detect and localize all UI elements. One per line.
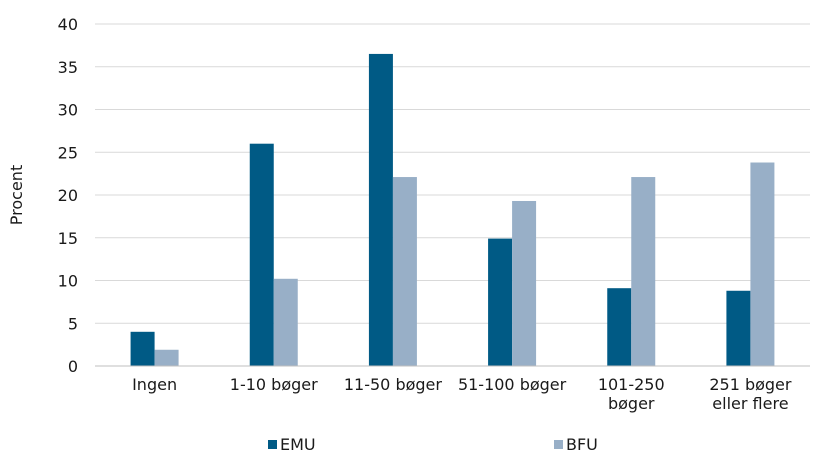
y-tick-label: 25 bbox=[58, 143, 78, 162]
bars bbox=[130, 53, 775, 367]
bar-emu-5 bbox=[726, 290, 751, 366]
legend-swatch-bfu bbox=[554, 440, 563, 449]
gridlines bbox=[95, 23, 810, 324]
x-tick-label: eller flere bbox=[712, 394, 788, 413]
bar-bfu-1 bbox=[273, 278, 298, 366]
bar-emu-4 bbox=[607, 288, 632, 366]
x-tick-label: 51-100 bøger bbox=[458, 375, 567, 394]
legend: EMU BFU bbox=[268, 435, 598, 454]
y-tick-label: 35 bbox=[58, 58, 78, 77]
y-tick-label: 5 bbox=[68, 314, 78, 333]
x-tick-label: 11-50 bøger bbox=[344, 375, 443, 394]
bar-bfu-5 bbox=[750, 162, 775, 366]
x-tick-label: 1-10 bøger bbox=[230, 375, 318, 394]
y-tick-label: 40 bbox=[58, 15, 78, 34]
bar-bfu-3 bbox=[512, 200, 537, 366]
bar-emu-0 bbox=[130, 331, 155, 366]
legend-swatch-emu bbox=[268, 440, 277, 449]
x-tick-label: 101-250 bbox=[598, 375, 665, 394]
bar-emu-1 bbox=[249, 143, 274, 366]
x-tick-label: 251 bøger bbox=[709, 375, 792, 394]
bar-emu-2 bbox=[368, 53, 393, 367]
x-tick-label: bøger bbox=[608, 394, 655, 413]
bar-bfu-2 bbox=[392, 177, 417, 366]
x-tick-label: Ingen bbox=[132, 375, 177, 394]
legend-label-emu: EMU bbox=[280, 435, 316, 454]
y-axis-label: Procent bbox=[7, 165, 26, 225]
bar-bfu-0 bbox=[154, 349, 179, 366]
y-tick-label: 10 bbox=[58, 272, 78, 291]
y-tick-label: 15 bbox=[58, 229, 78, 248]
bar-emu-3 bbox=[488, 238, 513, 366]
y-tick-label: 0 bbox=[68, 357, 78, 376]
y-tick-label: 30 bbox=[58, 101, 78, 120]
y-axis-ticks: 0 5 10 15 20 25 30 35 40 bbox=[58, 15, 78, 376]
legend-label-bfu: BFU bbox=[566, 435, 598, 454]
category-labels: Ingen 1-10 bøger 11-50 bøger 51-100 bøger 10… bbox=[132, 375, 792, 413]
bar-bfu-4 bbox=[631, 177, 656, 366]
y-tick-label: 20 bbox=[58, 186, 78, 205]
